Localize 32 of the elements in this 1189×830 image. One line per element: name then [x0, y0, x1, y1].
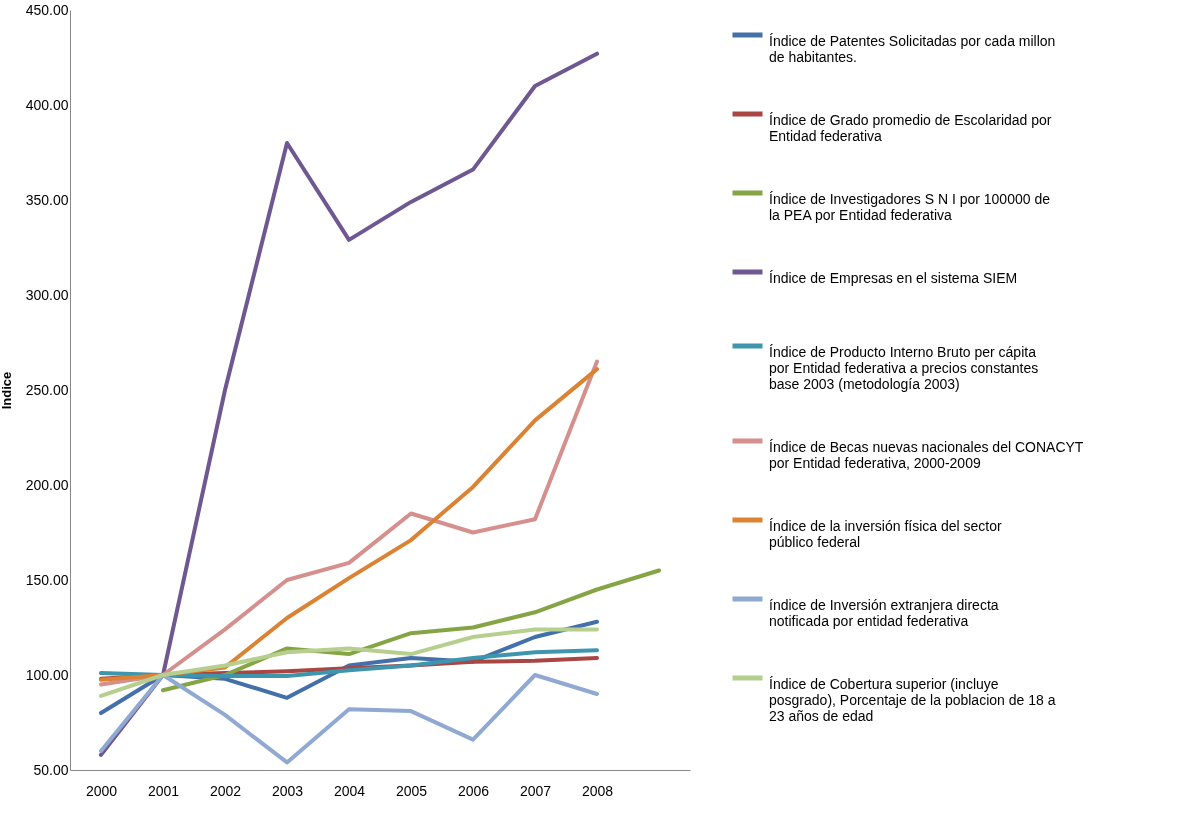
x-tick-label: 2003: [271, 782, 304, 799]
x-tick-label: 2001: [147, 782, 180, 799]
legend-label: Índice de Investigadores S N I por 100000 de la PEA por Entidad federativa: [769, 191, 1051, 223]
legend-label: Índice de Patentes Solicitadas por cada millon de habitantes.: [769, 33, 1056, 65]
y-tick-label: 100.00: [25, 666, 69, 683]
y-tick-label: 250.00: [25, 381, 69, 398]
y-tick-label: 150.00: [25, 571, 69, 588]
legend-label: Índice de Empresas en el sistema SIEM: [769, 270, 1018, 286]
line-series: [99, 51, 599, 757]
x-tick-label: 2006: [457, 782, 490, 799]
x-tick-label: 2000: [85, 782, 118, 799]
legend-label: índice de Inversión extranjera directa notificada por entidad federativa: [769, 597, 999, 629]
legend-label: Índice de Cobertura superior (incluye posgrado), Porcentaje de la poblacion de 18 a 23 años de edad: [769, 676, 1056, 724]
line-series: [99, 673, 599, 765]
y-tick-label: 350.00: [25, 191, 69, 208]
legend-label: Índice de Producto Interno Bruto per cápita por Entidad federativa a precios constantes base 2003 (metodología 2003): [769, 344, 1039, 392]
line-series: [99, 648, 599, 678]
y-axis-title: Indice: [0, 371, 14, 410]
x-tick-label: 2002: [209, 782, 242, 799]
x-tick-label: 2007: [519, 782, 552, 799]
x-tick-label: 2004: [333, 782, 366, 799]
y-tick-label: 200.00: [25, 476, 69, 493]
legend-label: Índice de Grado promedio de Escolaridad por Entidad federativa: [769, 112, 1052, 144]
x-tick-label: 2008: [581, 782, 614, 799]
y-tick-label: 450.00: [25, 1, 69, 18]
legend-label: Índice de la inversión física del sector público federal: [769, 518, 1003, 550]
y-tick-label: 50.00: [33, 761, 69, 778]
y-tick-label: 400.00: [25, 96, 69, 113]
y-tick-label: 300.00: [25, 286, 69, 303]
legend-label: Índice de Becas nuevas nacionales del CONACYT por Entidad federativa, 2000-2009: [769, 439, 1084, 471]
line-series: [99, 627, 599, 698]
x-tick-label: 2005: [395, 782, 428, 799]
